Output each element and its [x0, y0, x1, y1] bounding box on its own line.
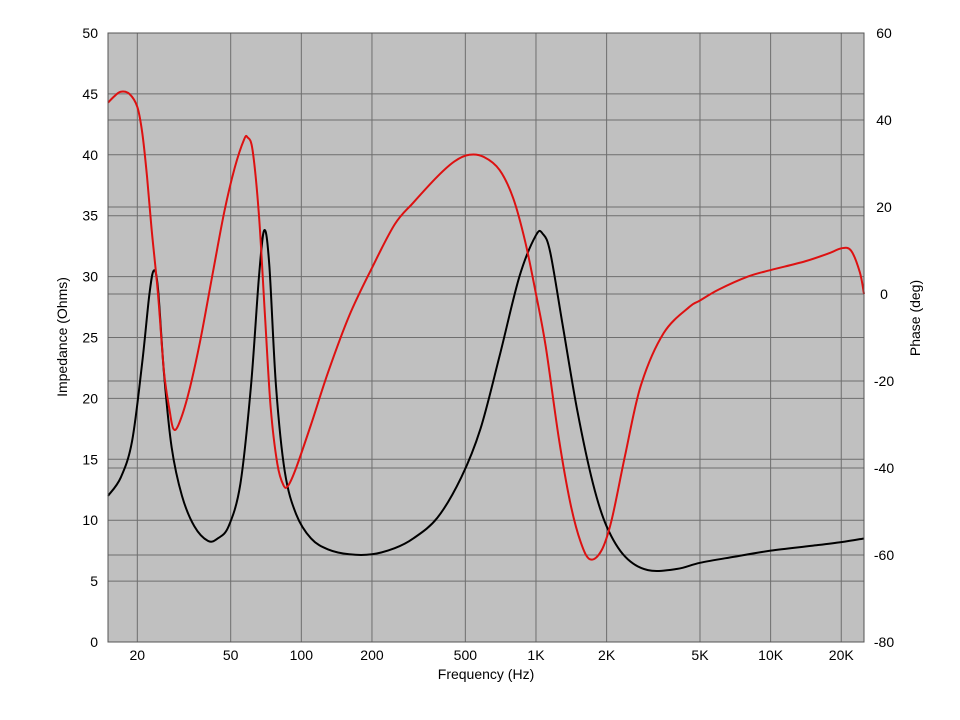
y2-tick-label: -40 [874, 460, 894, 476]
y2-tick-labels: -80 -60 -40 -20 0 20 40 60 [874, 25, 894, 650]
y-tick-label: 50 [82, 25, 98, 41]
y2-tick-label: 60 [876, 25, 892, 41]
y-axis-title: Impedance (Ohms) [54, 277, 70, 397]
y2-tick-label: -20 [874, 373, 894, 389]
y-tick-label: 45 [82, 86, 98, 102]
y2-tick-label: 0 [880, 286, 888, 302]
y-tick-label: 30 [82, 269, 98, 285]
y-tick-label: 40 [82, 147, 98, 163]
x-tick-label: 10K [758, 647, 784, 663]
y-tick-label: 0 [90, 634, 98, 650]
y-tick-label: 35 [82, 208, 98, 224]
series-layer [107, 90, 865, 572]
horizontal-grid [108, 93, 864, 582]
x-tick-label: 5K [691, 647, 709, 663]
x-tick-label: 50 [223, 647, 239, 663]
y-tick-labels: 0 5 10 15 20 25 30 35 40 45 50 [82, 25, 98, 650]
x-tick-label: 100 [290, 647, 314, 663]
x-tick-label: 200 [360, 647, 384, 663]
y-tick-label: 10 [82, 512, 98, 528]
y-tick-label: 25 [82, 330, 98, 346]
x-tick-label: 20K [829, 647, 855, 663]
y2-axis-title: Phase (deg) [907, 280, 923, 356]
y-tick-label: 5 [90, 573, 98, 589]
plot-frame [107, 32, 865, 643]
x-axis-title: Frequency (Hz) [438, 666, 534, 682]
x-tick-label: 1K [527, 647, 545, 663]
x-tick-label: 2K [598, 647, 616, 663]
x-tick-label: 20 [130, 647, 146, 663]
y2-tick-label: -80 [874, 634, 894, 650]
y2-tick-label: -60 [874, 547, 894, 563]
phase-line [107, 90, 865, 561]
x-tick-labels: 20 50 100 200 500 1K 2K 5K 10K 20K [130, 647, 855, 663]
y2-tick-label: 40 [876, 112, 892, 128]
y-tick-label: 20 [82, 390, 98, 406]
impedance-line [107, 229, 865, 572]
x-tick-label: 500 [454, 647, 478, 663]
y-tick-label: 15 [82, 451, 98, 467]
y2-tick-label: 20 [876, 199, 892, 215]
